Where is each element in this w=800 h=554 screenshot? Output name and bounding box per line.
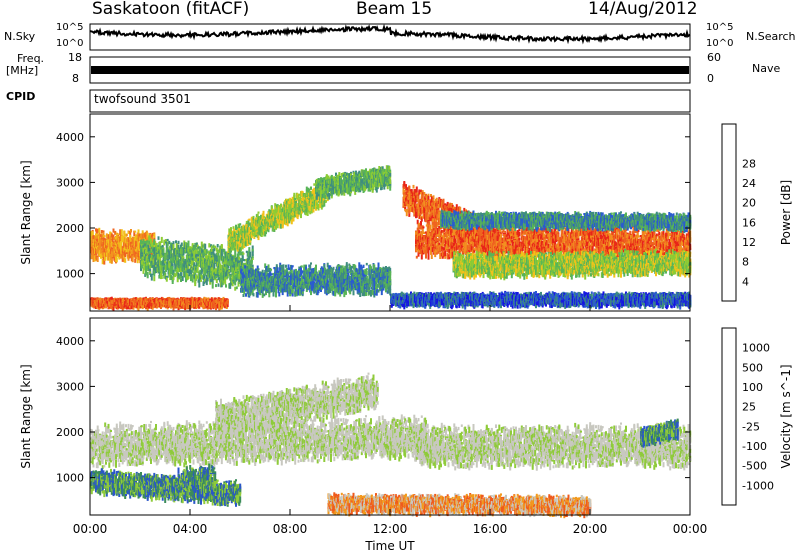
- power-cell: [97, 257, 99, 262]
- power-cell: [121, 229, 123, 235]
- power-cell: [130, 229, 132, 233]
- plot-canvas: 1000200030004000Slant Range [km]10002000…: [0, 0, 800, 554]
- power-band: [90, 297, 229, 311]
- power-cell: [116, 258, 118, 262]
- power-cell: [126, 234, 128, 237]
- power-cell: [134, 231, 136, 233]
- power-cell: [103, 235, 105, 237]
- power-cell: [153, 234, 155, 237]
- power-cell: [132, 257, 134, 263]
- power-cell: [111, 258, 113, 262]
- power-heatmap: [90, 165, 691, 310]
- rti-plot: 1000 2000 3000 4000 Slant Range [km] 1000 2000…: [0, 0, 800, 554]
- power-cell: [98, 228, 100, 233]
- power-cell: [124, 258, 126, 263]
- power-cell: [134, 259, 136, 263]
